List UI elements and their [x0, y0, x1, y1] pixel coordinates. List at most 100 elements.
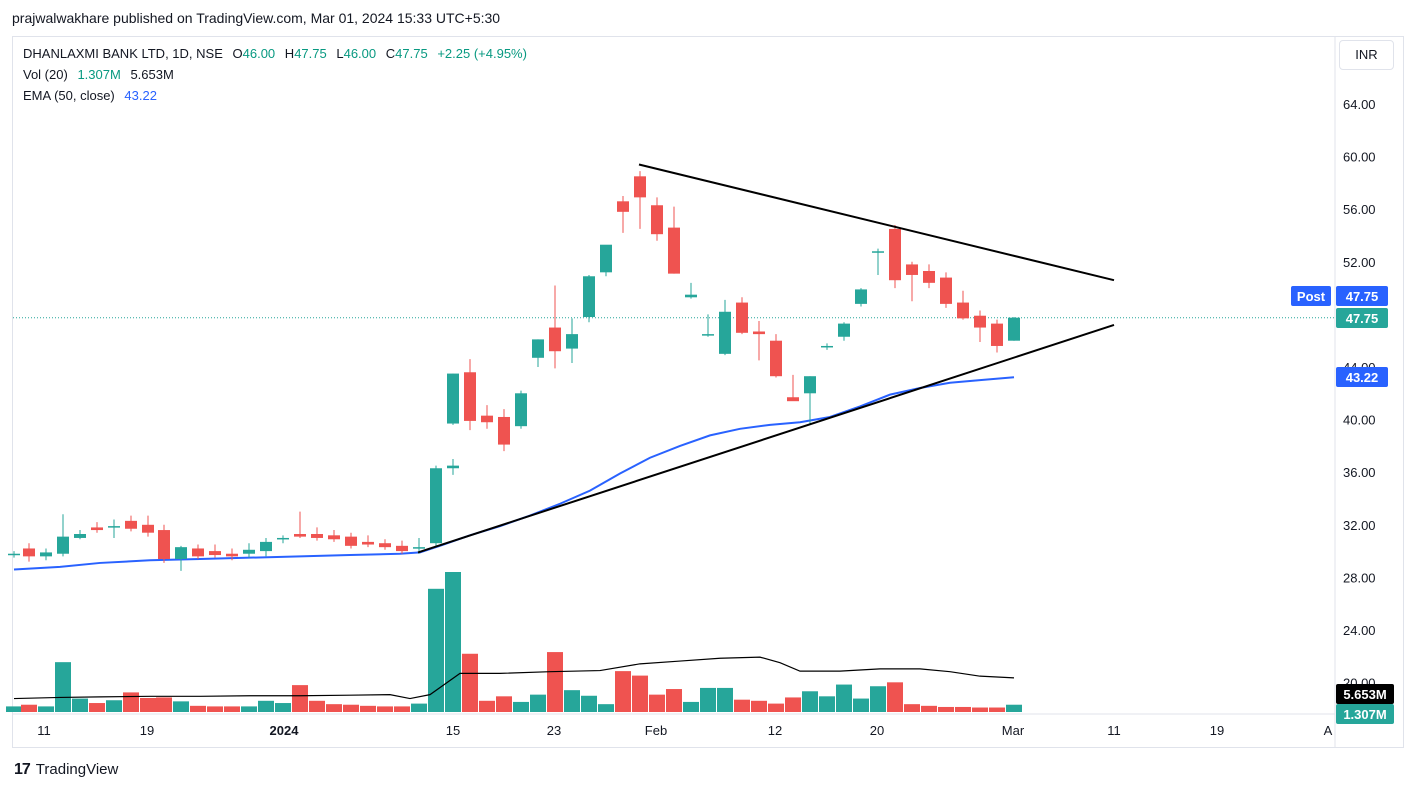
volume-bar [666, 689, 682, 712]
candle [583, 274, 595, 323]
volume-bar [106, 700, 122, 712]
candle [770, 334, 782, 378]
price-tick-label: 64.00 [1343, 97, 1376, 112]
candle-body [753, 331, 765, 335]
time-tick-label: 11 [1107, 723, 1121, 738]
time-tick-label: Feb [645, 723, 667, 738]
candle-body [277, 537, 289, 540]
volume-bar [173, 701, 189, 712]
volume-bar [89, 703, 105, 712]
volume-badge-bg [1336, 704, 1394, 724]
volume-value: 1.307M [77, 67, 121, 82]
candle-body [838, 323, 850, 337]
candle-body [464, 372, 476, 421]
candle-body [583, 276, 595, 318]
candle [702, 314, 714, 337]
candle [821, 343, 833, 350]
volume-bar [343, 704, 359, 712]
volume-bar [38, 706, 54, 712]
time-tick-label: 2024 [270, 723, 300, 738]
candle-body [379, 543, 391, 548]
post-price-badge-text: 47.75 [1346, 289, 1379, 304]
post-label-badge-bg [1291, 286, 1331, 306]
volume-bar [768, 703, 784, 712]
volume-bar [632, 675, 648, 712]
tradingview-logo[interactable]: 17 TradingView [14, 761, 118, 779]
candle-body [719, 311, 731, 354]
volume-bar [955, 706, 971, 712]
open-value: 46.00 [242, 46, 276, 61]
volume-label: Vol (20) [23, 67, 68, 82]
ohlc-open: O46.00 [233, 46, 276, 61]
candle [719, 299, 731, 356]
candle [209, 544, 221, 558]
candle-body [91, 527, 103, 531]
high-value: 47.75 [294, 46, 327, 61]
price-tick-label: 36.00 [1343, 465, 1376, 480]
volume-bar [989, 707, 1005, 712]
candle [175, 545, 187, 571]
last-price-badge-bg [1336, 308, 1388, 328]
time-tick-label: A [1324, 723, 1333, 738]
candle [668, 206, 680, 274]
time-tick-label: 19 [1210, 723, 1224, 738]
volume-legend[interactable]: Vol (20) 1.307M 5.653M [23, 67, 180, 82]
time-tick-label: 15 [446, 723, 460, 738]
volume-bar [411, 703, 427, 712]
volume-bar [377, 706, 393, 712]
candle [804, 376, 816, 424]
candle [396, 540, 408, 554]
close-label: C [385, 46, 396, 61]
volume-bar [496, 696, 512, 712]
candle-body [328, 535, 340, 540]
volume-bar [21, 704, 37, 712]
volume-ma-badge: 5.653M [1336, 684, 1394, 704]
time-tick-label: Mar [1002, 723, 1025, 738]
candle-body [447, 373, 459, 424]
candle-body [804, 376, 816, 394]
volume-bar [649, 694, 665, 712]
ema-label: EMA (50, close) [23, 88, 115, 103]
time-tick-label: 23 [547, 723, 561, 738]
candle-body [651, 205, 663, 235]
candle-body [23, 548, 35, 557]
volume-bar [870, 686, 886, 712]
candle [362, 535, 374, 548]
ema-price-badge-bg [1336, 367, 1388, 387]
volume-bar [547, 652, 563, 712]
volume-bar [360, 705, 376, 712]
volume-bar [819, 696, 835, 712]
candle [8, 551, 20, 558]
volume-bar [598, 704, 614, 712]
volume-bar [123, 692, 139, 712]
candle-body [125, 520, 137, 529]
ohlc-low: L46.00 [336, 46, 376, 61]
candle [142, 515, 154, 537]
volume-bar [72, 698, 88, 712]
volume-badge-text: 1.307M [1343, 707, 1386, 722]
last-price-badge-text: 47.75 [1346, 311, 1379, 326]
volume-bar [972, 707, 988, 712]
high-label: H [284, 46, 295, 61]
chart-frame [12, 36, 1404, 748]
candle-body [226, 553, 238, 557]
volume-bar [683, 701, 699, 712]
volume-bar [853, 698, 869, 712]
time-tick-label: 20 [870, 723, 884, 738]
volume-bar [445, 703, 461, 712]
candle [974, 310, 986, 343]
resistance-trendline [638, 163, 1115, 282]
volume-bar [581, 695, 597, 712]
volume-bar [836, 684, 852, 712]
candle-body [821, 345, 833, 348]
volume-ma-badge-text: 5.653M [1343, 687, 1386, 702]
candle [108, 519, 120, 538]
volume-badge: 1.307M [1336, 704, 1394, 724]
volume-bars [6, 572, 1022, 712]
ema-legend[interactable]: EMA (50, close) 43.22 [23, 88, 163, 103]
symbol-legend[interactable]: DHANLAXMI BANK LTD, 1D, NSE O46.00 H47.7… [23, 46, 533, 61]
currency-button[interactable]: INR [1339, 40, 1394, 70]
candle-body [634, 176, 646, 198]
candle-body [260, 541, 272, 552]
